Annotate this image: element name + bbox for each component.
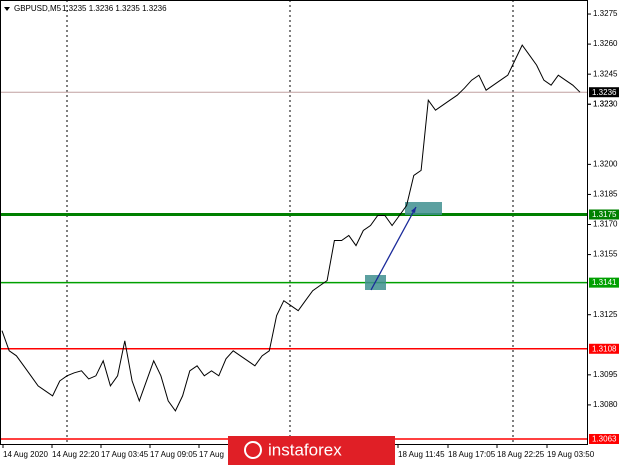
y-tick-label: 1.323 (593, 99, 614, 108)
watermark-text: instaforex (268, 440, 342, 459)
level-label-bg (589, 343, 619, 354)
watermark: instaforex (228, 436, 395, 465)
plot-border (0, 0, 588, 445)
price-line (1, 44, 581, 412)
x-tick-label: 17 Aug 03:45 (101, 450, 149, 459)
symbol: GBPUSD,M5 (14, 4, 62, 13)
level-label: 1.3063 (592, 435, 617, 444)
x-tick-label: 17 Aug (199, 450, 224, 459)
y-tick-label: 1.3275 (593, 9, 618, 18)
trend-arrow (370, 206, 417, 291)
x-axis: 14 Aug 2020 14 Aug 22:20 17 Aug 03:45 17 Au… (2, 445, 595, 459)
x-tick-label: 19 Aug 03:50 (547, 450, 595, 459)
y-tick-label: 1.3080 (593, 400, 618, 409)
y-tick-label: 1.3260 (593, 39, 618, 48)
level-label: 1.3141 (592, 278, 617, 287)
levels (0, 91, 588, 440)
y-tick-label: 1.3230 (593, 99, 618, 108)
x-tick-label: 18 Aug 17:05 (448, 450, 496, 459)
level-label: 1.3236 (592, 88, 617, 97)
x-tick-label: 18 Aug 11:45 (398, 450, 445, 459)
x-tick-label: 17 Aug 09:05 (150, 450, 198, 459)
y-tick-label: 1.3200 (593, 159, 618, 168)
price (1, 44, 581, 412)
y-tick-label: 1.3245 (593, 69, 618, 78)
level-label-bg (589, 277, 619, 288)
level-label-bg (589, 209, 619, 220)
y-tick-label: 1.3170 (593, 220, 618, 229)
watermark-bg (228, 436, 395, 465)
y-tick-label: 1.3185 (593, 190, 618, 199)
arrow-head (411, 207, 416, 213)
x-tick-label: 14 Aug 22:20 (52, 450, 100, 459)
x-tick-label: 14 Aug 2020 (3, 450, 48, 459)
zone-box (405, 202, 442, 215)
y-tick-label: 1.3125 (593, 310, 618, 319)
level-label: 1.3108 (592, 344, 617, 353)
y-tick-label: 1.3095 (593, 370, 618, 379)
level-label-bg (589, 433, 619, 444)
x-tick-label: 18 Aug 22:25 (497, 450, 545, 459)
level-label-bg (589, 87, 619, 98)
logo (244, 441, 262, 459)
collapse-icon (4, 7, 10, 11)
quote: 1.3235 1.3236 1.3235 1.3236 (62, 4, 167, 13)
y-tick-label: 1.3155 (593, 250, 618, 259)
level-label: 1.3175 (592, 210, 617, 219)
